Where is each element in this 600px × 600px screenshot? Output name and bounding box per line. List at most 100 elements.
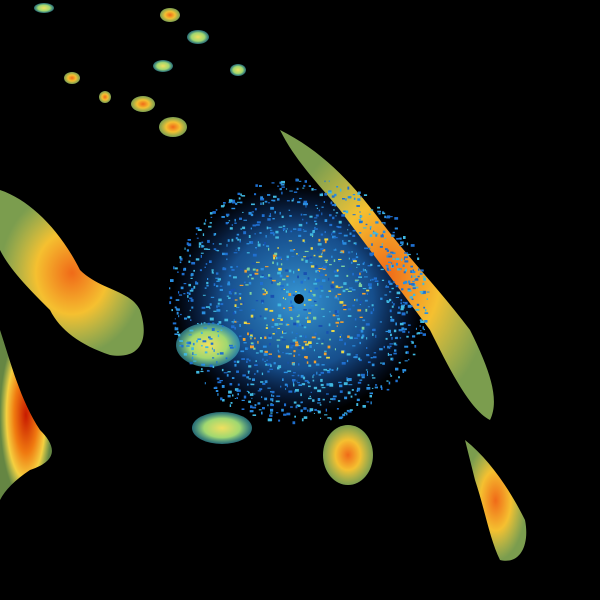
speckle xyxy=(337,400,341,402)
speckle xyxy=(336,310,339,313)
speckle xyxy=(199,269,202,272)
speckle xyxy=(291,331,293,334)
speckle xyxy=(239,309,243,311)
speckle xyxy=(412,293,416,296)
speckle xyxy=(239,217,242,220)
speckle xyxy=(347,391,351,395)
speckle xyxy=(382,211,385,213)
speckle xyxy=(314,189,317,191)
speckle xyxy=(264,397,268,401)
speckle xyxy=(313,282,318,285)
speckle xyxy=(293,228,297,230)
speckle xyxy=(235,249,237,251)
speckle xyxy=(231,238,234,242)
speckle xyxy=(229,404,232,407)
speckle xyxy=(347,186,350,190)
speckle xyxy=(408,283,412,285)
speckle xyxy=(183,353,188,356)
speckle xyxy=(254,317,256,320)
speckle xyxy=(204,266,206,268)
speckle xyxy=(277,344,279,348)
speckle xyxy=(352,345,356,347)
speckle xyxy=(356,298,358,302)
speckle xyxy=(175,299,180,301)
speckle xyxy=(320,253,323,256)
speckle xyxy=(287,361,289,364)
speckle xyxy=(282,339,286,341)
speckle xyxy=(265,235,267,238)
speckle xyxy=(293,322,297,326)
speckle xyxy=(396,238,399,240)
speckle xyxy=(348,308,352,311)
speckle xyxy=(190,299,194,302)
speckle xyxy=(397,311,401,314)
speckle xyxy=(207,239,210,243)
speckle xyxy=(286,200,290,202)
speckle xyxy=(169,301,172,305)
speckle xyxy=(267,202,271,204)
speckle xyxy=(333,249,337,251)
speckle xyxy=(302,202,307,206)
speckle xyxy=(254,393,256,395)
speckle xyxy=(386,300,389,303)
speckle xyxy=(256,248,258,251)
speckle xyxy=(222,252,225,256)
speckle xyxy=(237,383,240,386)
speckle xyxy=(400,302,402,305)
speckle xyxy=(308,385,311,388)
speckle xyxy=(390,251,394,254)
speckle xyxy=(331,281,335,284)
speckle xyxy=(398,376,400,379)
speckle xyxy=(280,285,284,288)
speckle xyxy=(357,381,362,384)
speckle xyxy=(318,374,322,376)
speckle xyxy=(237,389,241,392)
speckle xyxy=(339,188,342,192)
speckle xyxy=(176,311,179,315)
speckle xyxy=(268,274,271,277)
speckle xyxy=(270,294,275,298)
speckle xyxy=(191,306,194,309)
speckle xyxy=(239,335,242,337)
speckle xyxy=(262,407,265,410)
speckle xyxy=(326,370,330,372)
speckle xyxy=(321,212,323,216)
speckle xyxy=(407,289,412,292)
speckle xyxy=(388,269,390,272)
speckle xyxy=(305,343,309,346)
speckle xyxy=(295,337,297,339)
speckle xyxy=(315,204,318,206)
speckle xyxy=(249,274,252,276)
speckle xyxy=(217,323,219,325)
speckle xyxy=(359,316,363,318)
speckle xyxy=(333,236,338,239)
speckle xyxy=(250,227,252,230)
speckle xyxy=(191,288,194,291)
speckle xyxy=(294,390,296,393)
speckle xyxy=(205,306,210,308)
speckle xyxy=(297,374,300,377)
speckle xyxy=(196,370,200,374)
speckle xyxy=(302,218,304,221)
speckle xyxy=(285,230,287,233)
speckle xyxy=(343,309,347,311)
speckle xyxy=(400,299,403,302)
speckle xyxy=(341,362,346,365)
speckle xyxy=(317,243,322,246)
speckle xyxy=(349,409,353,411)
speckle xyxy=(250,329,253,333)
speckle xyxy=(179,256,182,259)
speckle xyxy=(277,303,282,307)
echo-cell xyxy=(160,8,180,22)
speckle xyxy=(298,223,303,227)
speckle xyxy=(288,307,293,309)
speckle xyxy=(206,281,209,285)
speckle xyxy=(323,368,328,371)
speckle xyxy=(311,336,316,339)
speckle xyxy=(176,308,180,311)
speckle xyxy=(206,248,211,250)
speckle xyxy=(172,322,177,325)
speckle xyxy=(235,237,238,240)
speckle xyxy=(313,360,317,364)
speckle xyxy=(309,215,313,218)
